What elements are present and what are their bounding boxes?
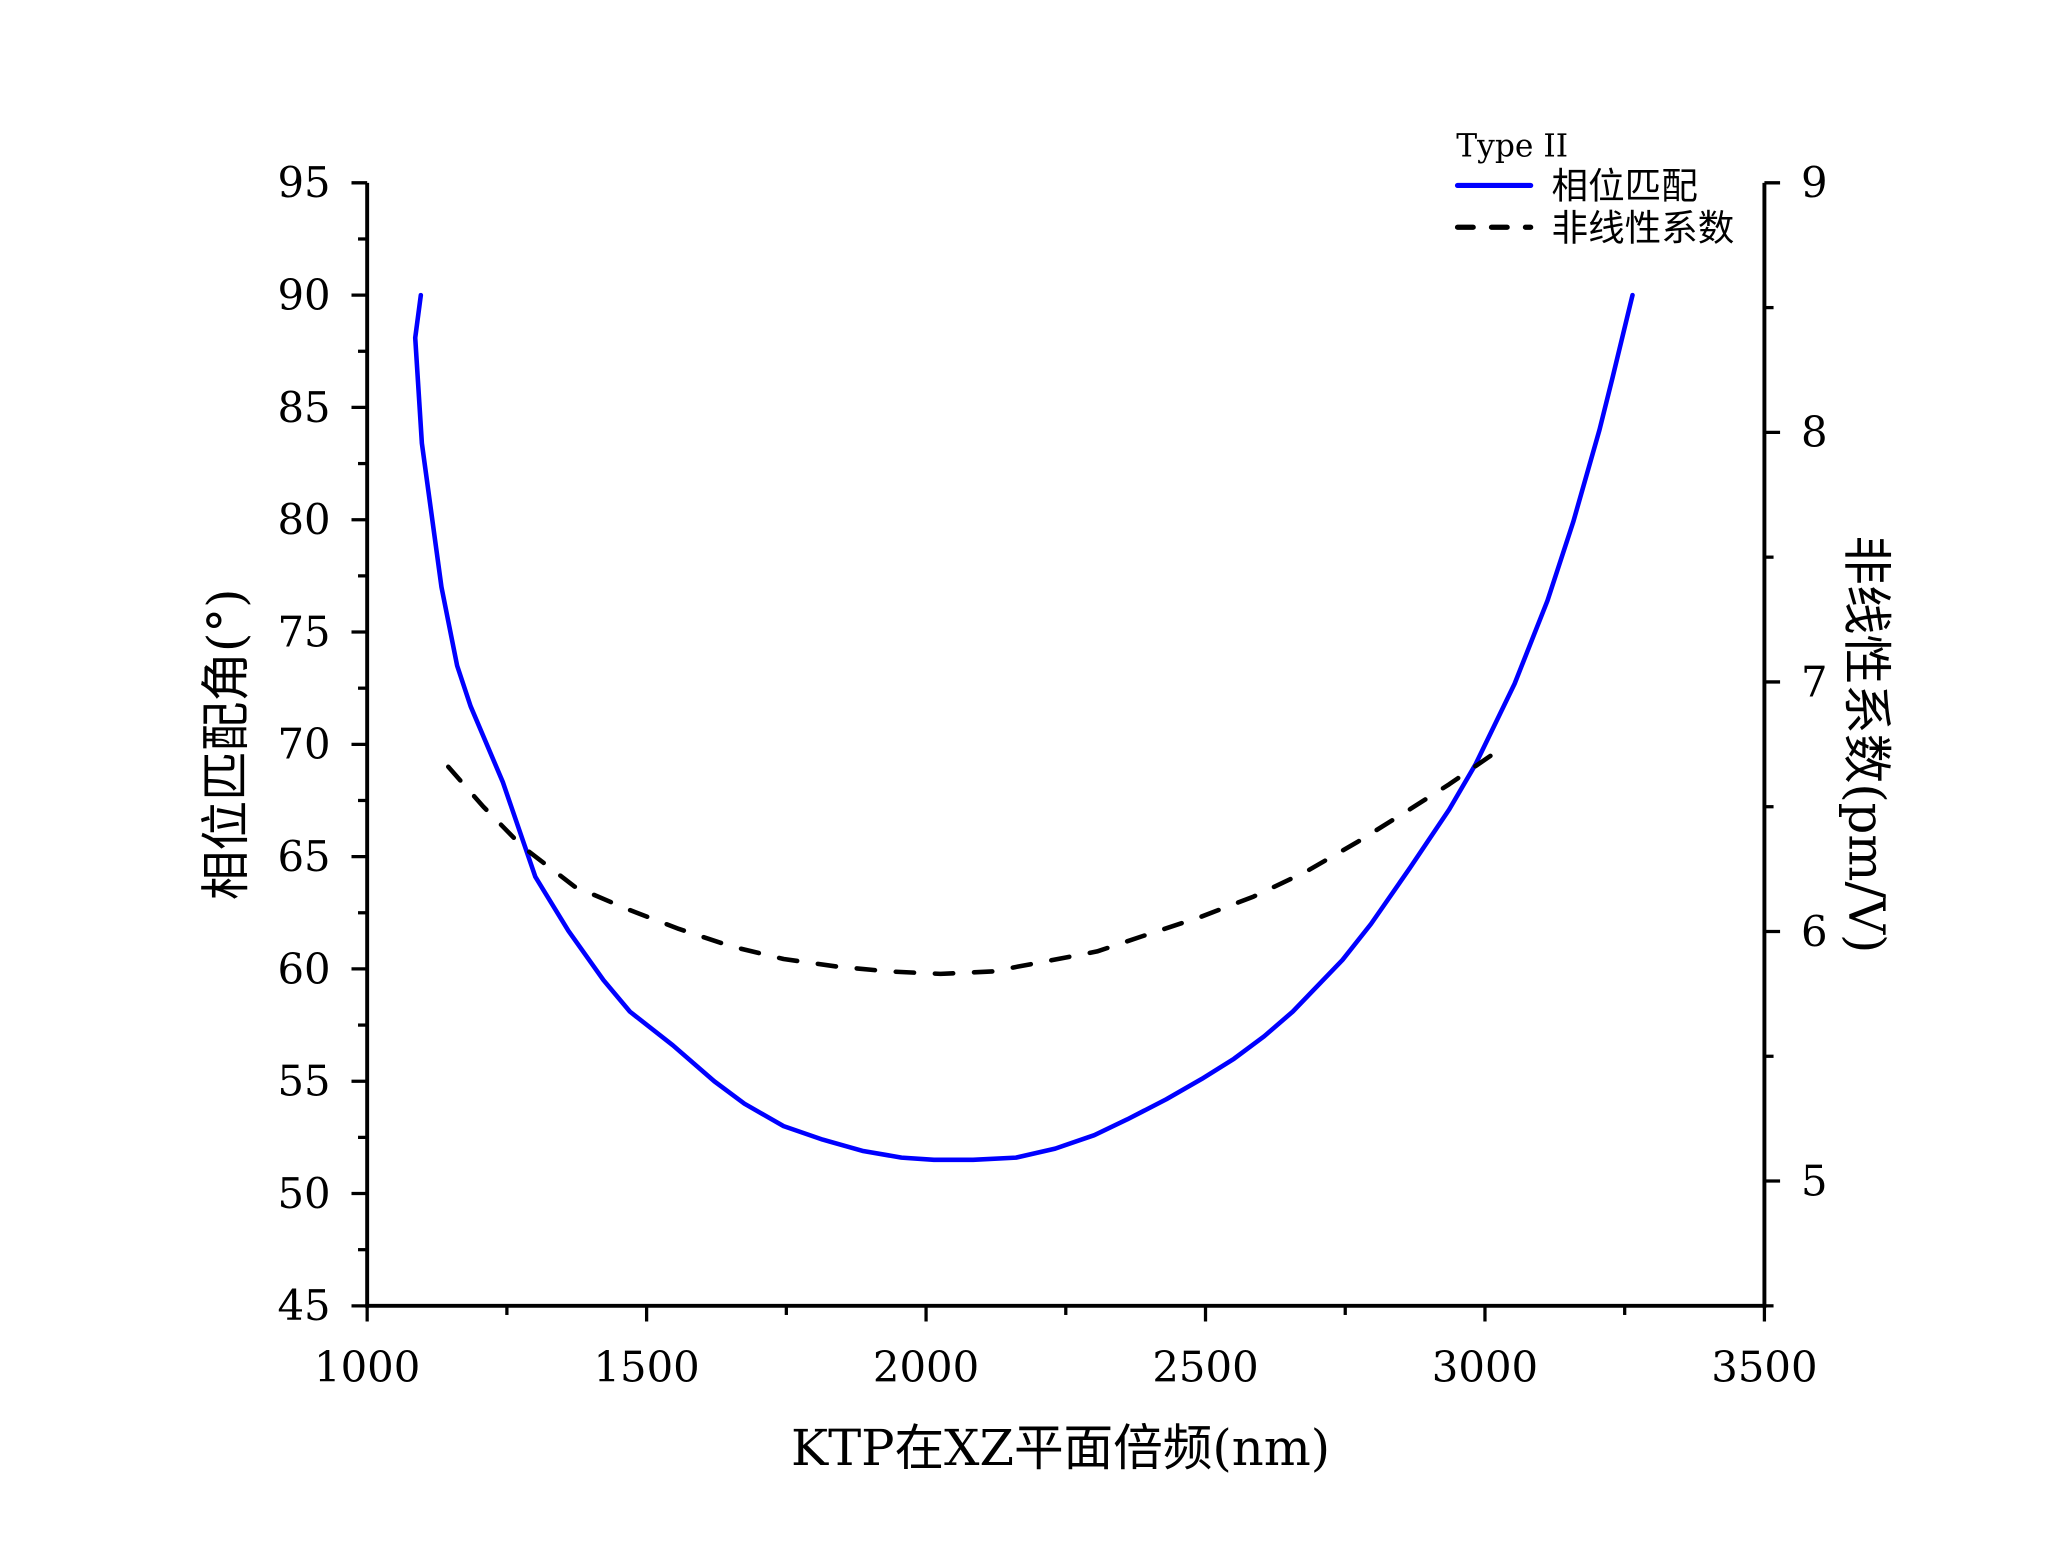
y-tick-label: 70 [277, 720, 330, 769]
axes: 1000 1500 2000 2500 3000 35004550556065707580… [277, 158, 1827, 1391]
legend-label-phase: 相位匹配 [1552, 164, 1698, 207]
x-tick-label: 2000 [873, 1343, 979, 1392]
legend: Type II 相位匹配 非线性系数 [1454, 129, 1735, 249]
y2-axis-label: 非线性系数(pm/V) [1837, 535, 1895, 953]
x-tick-label: 2500 [1152, 1343, 1258, 1392]
y-tick-label: 90 [277, 270, 330, 319]
y-tick-label: 85 [277, 383, 330, 432]
y2-tick-label: 8 [1801, 408, 1828, 457]
y-tick-label: 80 [277, 495, 330, 544]
y-tick-label: 60 [277, 944, 330, 993]
series [412, 292, 1635, 1163]
y-tick-label: 55 [277, 1057, 330, 1106]
y-axis-label: 相位匹配角(°) [197, 589, 255, 901]
y2-tick-label: 9 [1801, 158, 1828, 207]
y-tick-label: 95 [277, 158, 330, 207]
y-tick-label: 45 [277, 1281, 330, 1330]
series-line-nonlinear-coefficient [445, 751, 1496, 977]
x-tick-label: 3500 [1711, 1343, 1817, 1392]
legend-title: Type II [1456, 129, 1568, 165]
x-tick-label: 1500 [593, 1343, 699, 1392]
y2-tick-label: 7 [1801, 657, 1828, 706]
y-tick-label: 50 [277, 1169, 330, 1218]
y2-tick-label: 5 [1801, 1156, 1828, 1205]
y-tick-label: 75 [277, 607, 330, 656]
y2-tick-label: 6 [1801, 907, 1828, 956]
x-tick-label: 1000 [314, 1343, 420, 1392]
x-axis-label: KTP在XZ平面倍频(nm) [791, 1419, 1330, 1477]
series-line-phase-matching [412, 292, 1635, 1163]
x-tick-label: 3000 [1432, 1343, 1538, 1392]
y-tick-label: 65 [277, 832, 330, 881]
legend-label-nonlinear: 非线性系数 [1552, 206, 1735, 249]
